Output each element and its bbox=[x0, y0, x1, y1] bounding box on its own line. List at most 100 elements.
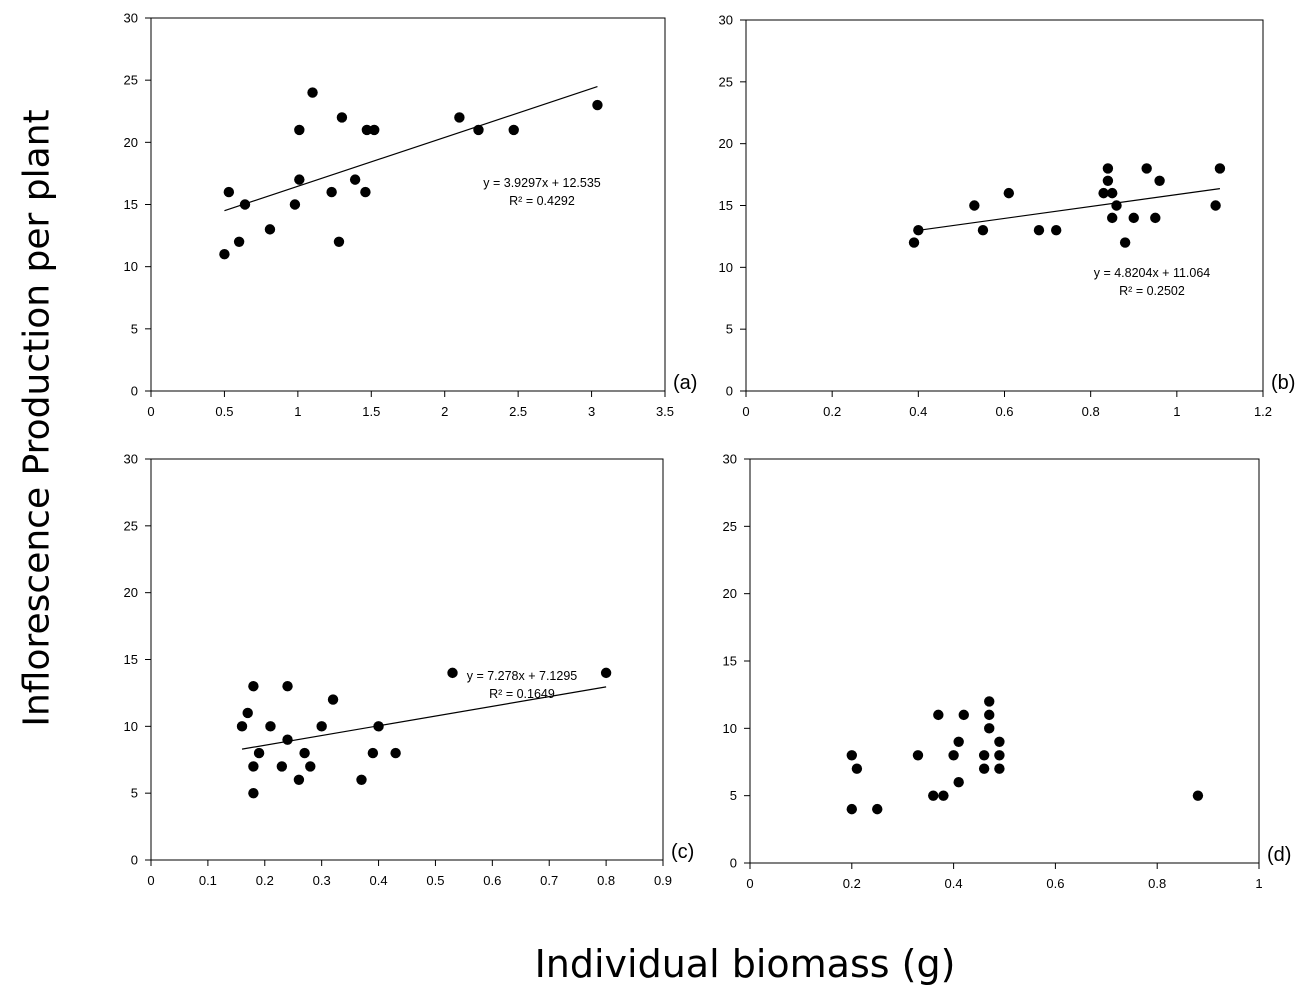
data-point bbox=[1003, 187, 1015, 199]
data-point bbox=[994, 763, 1005, 774]
data-point bbox=[219, 249, 230, 260]
data-point bbox=[953, 736, 964, 747]
data-point bbox=[242, 707, 253, 719]
x-tick-label: 0.2 bbox=[823, 404, 841, 419]
data-point bbox=[984, 696, 995, 707]
data-point bbox=[978, 763, 990, 774]
x-tick-label: 0.6 bbox=[995, 404, 1013, 419]
data-point bbox=[248, 681, 259, 692]
data-point bbox=[294, 174, 305, 185]
r-squared-label: R² = 0.2502 bbox=[1119, 284, 1185, 298]
data-point bbox=[913, 225, 924, 236]
data-point bbox=[223, 186, 235, 198]
data-point bbox=[600, 667, 612, 679]
data-point bbox=[1214, 163, 1226, 174]
plot-frame bbox=[749, 458, 1260, 864]
data-point bbox=[307, 87, 318, 98]
data-point bbox=[948, 750, 959, 761]
regression-equation: y = 4.8204x + 11.064 bbox=[1094, 266, 1211, 280]
data-point bbox=[373, 721, 384, 732]
x-tick-label: 1 bbox=[1255, 876, 1262, 891]
data-point bbox=[349, 174, 361, 185]
x-tick-label: 0 bbox=[147, 404, 154, 419]
data-point bbox=[1102, 163, 1114, 174]
y-tick-label: 5 bbox=[131, 321, 138, 336]
trendline bbox=[224, 86, 598, 212]
x-tick-label: 1.5 bbox=[362, 404, 380, 419]
x-tick-label: 0.9 bbox=[654, 873, 672, 888]
figure-x-axis-label: Individual biomass (g) bbox=[534, 942, 956, 986]
data-point bbox=[1154, 175, 1165, 186]
data-point bbox=[473, 124, 484, 136]
plot-frame bbox=[150, 458, 664, 861]
data-point bbox=[239, 199, 251, 210]
x-tick-label: 3 bbox=[588, 404, 595, 419]
y-tick-label: 10 bbox=[719, 260, 733, 275]
data-point bbox=[369, 124, 380, 136]
data-point bbox=[276, 761, 288, 772]
y-tick-label: 25 bbox=[723, 519, 737, 534]
trendline bbox=[913, 188, 1220, 232]
y-tick-label: 15 bbox=[723, 654, 737, 669]
y-tick-label: 0 bbox=[726, 384, 733, 399]
data-point bbox=[327, 694, 339, 705]
x-tick-label: 3.5 bbox=[656, 404, 674, 419]
data-point bbox=[356, 774, 367, 785]
data-point bbox=[872, 803, 883, 815]
trendline bbox=[241, 686, 607, 750]
data-point bbox=[248, 787, 259, 799]
y-tick-label: 25 bbox=[124, 518, 138, 533]
data-point bbox=[299, 747, 310, 759]
data-point bbox=[293, 774, 305, 785]
y-tick-label: 15 bbox=[124, 197, 138, 212]
y-tick-label: 15 bbox=[124, 652, 138, 667]
y-tick-label: 10 bbox=[124, 719, 138, 734]
y-tick-label: 5 bbox=[131, 786, 138, 801]
data-point bbox=[454, 112, 465, 123]
plot-frame bbox=[150, 17, 666, 392]
y-tick-label: 5 bbox=[726, 322, 733, 337]
data-point bbox=[253, 747, 265, 759]
r-squared-label: R² = 0.1649 bbox=[489, 687, 555, 701]
x-tick-label: 0.8 bbox=[1082, 404, 1100, 419]
y-tick-label: 20 bbox=[124, 135, 138, 150]
data-point bbox=[938, 790, 949, 801]
data-point bbox=[1119, 237, 1131, 248]
data-point bbox=[447, 667, 458, 679]
data-point bbox=[592, 99, 603, 111]
data-point bbox=[1102, 175, 1114, 186]
y-tick-label: 20 bbox=[719, 136, 733, 151]
data-point bbox=[265, 721, 276, 732]
data-point bbox=[236, 721, 248, 732]
y-tick-label: 20 bbox=[124, 585, 138, 600]
x-tick-label: 0.4 bbox=[945, 876, 963, 891]
y-tick-label: 30 bbox=[124, 11, 138, 26]
data-point bbox=[1098, 187, 1109, 199]
data-point bbox=[1111, 200, 1122, 211]
data-point bbox=[305, 761, 316, 772]
panel-label: (a) bbox=[673, 372, 697, 394]
data-point bbox=[282, 681, 293, 692]
data-point bbox=[1150, 212, 1161, 224]
data-point bbox=[264, 224, 276, 235]
data-point bbox=[1107, 212, 1118, 224]
data-point bbox=[1192, 790, 1204, 801]
r-squared-label: R² = 0.4292 bbox=[509, 194, 575, 208]
x-tick-label: 0.6 bbox=[1046, 876, 1064, 891]
data-point bbox=[233, 236, 245, 247]
panel-label: (c) bbox=[671, 841, 694, 863]
data-point bbox=[1210, 200, 1221, 211]
regression-equation: y = 3.9297x + 12.535 bbox=[483, 176, 601, 190]
data-point bbox=[1051, 225, 1062, 236]
data-point bbox=[851, 763, 863, 774]
x-tick-label: 0.2 bbox=[256, 873, 274, 888]
data-point bbox=[977, 225, 989, 236]
data-point bbox=[361, 124, 373, 136]
data-point bbox=[282, 734, 293, 745]
data-point bbox=[508, 124, 519, 136]
x-tick-label: 1 bbox=[294, 404, 301, 419]
data-point bbox=[912, 750, 924, 761]
data-point bbox=[333, 236, 345, 247]
data-point bbox=[294, 124, 305, 136]
